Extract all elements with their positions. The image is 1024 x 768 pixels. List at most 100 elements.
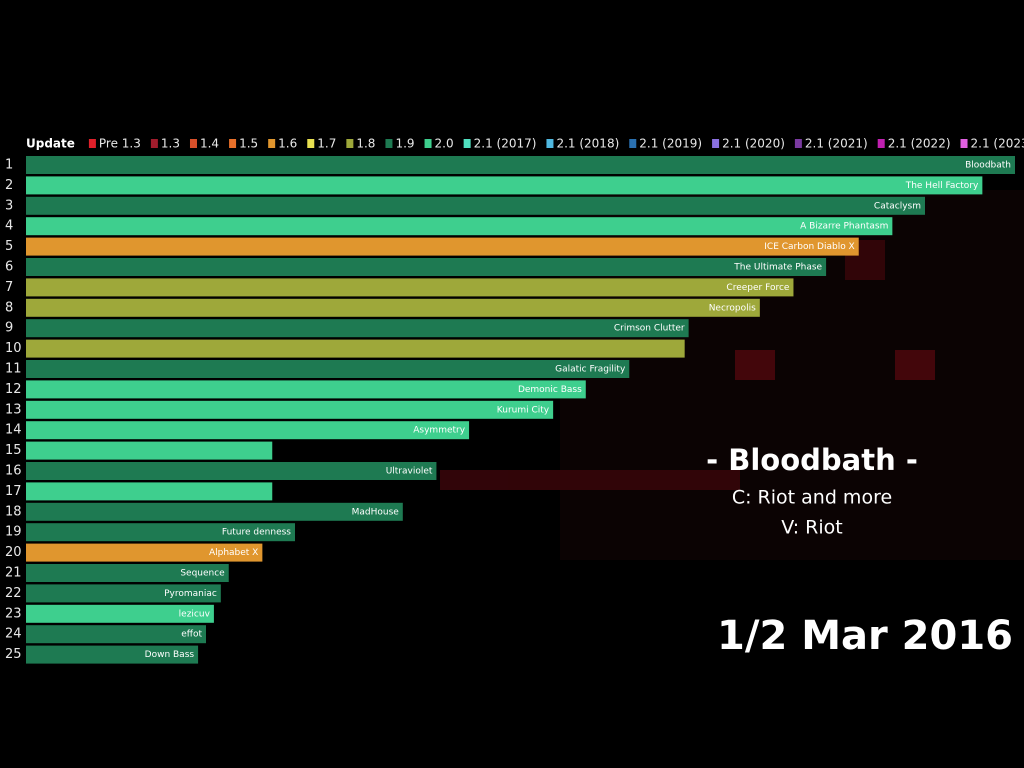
legend-swatch	[385, 139, 393, 148]
legend-swatch	[546, 139, 554, 148]
legend-swatch	[268, 139, 276, 148]
legend-swatch	[960, 139, 968, 148]
bar	[26, 339, 685, 358]
bar-label: Pyromaniac	[164, 589, 217, 599]
bar-label: Galatic Fragility	[555, 365, 626, 375]
rank-label: 9	[5, 321, 13, 336]
bar	[26, 360, 630, 378]
bar-label: Creeper Force	[726, 283, 789, 293]
rank-label: 20	[5, 545, 22, 560]
bar-label: Crimson Clutter	[614, 324, 685, 334]
rank-label: 2	[5, 178, 13, 193]
bar	[26, 156, 1015, 174]
legend-label: 1.5	[239, 137, 258, 151]
bar-label: Necropolis	[709, 303, 756, 313]
legend-swatch	[424, 139, 432, 148]
annotation-title: - Bloodbath -	[706, 443, 918, 477]
rank-label: 19	[5, 525, 22, 540]
bar	[26, 462, 437, 480]
legend-swatch	[150, 139, 158, 148]
bar	[26, 319, 689, 338]
legend-label: 1.4	[200, 137, 219, 151]
rank-label: 10	[5, 341, 22, 356]
bar-label: Demonic Bass	[518, 385, 582, 395]
legend-swatch	[307, 139, 315, 148]
rank-label: 4	[5, 219, 13, 234]
bar-label: Future denness	[222, 528, 291, 538]
legend-label: 2.1 (2018)	[556, 137, 619, 151]
bar	[26, 645, 199, 664]
rank-label: 12	[5, 382, 22, 397]
bar-label: Sequence	[180, 569, 225, 579]
rank-label: 13	[5, 402, 22, 417]
bar	[26, 196, 926, 215]
legend-swatch	[346, 139, 354, 148]
rank-label: 18	[5, 504, 22, 519]
legend-label: 2.1 (2020)	[722, 137, 785, 151]
bar-label: Alphabet X	[209, 548, 258, 558]
legend-label: 2.1 (2023)	[971, 137, 1024, 151]
bar-label: Kurumi City	[497, 405, 550, 415]
legend-label: 2.0	[435, 137, 454, 151]
bar	[26, 482, 273, 501]
bar	[26, 421, 470, 440]
rank-label: 22	[5, 586, 22, 601]
date-label: 1/2 Mar 2016	[717, 613, 1013, 659]
rank-label: 17	[5, 484, 22, 499]
bar	[26, 298, 760, 317]
bar	[26, 258, 827, 276]
bar	[26, 278, 794, 297]
legend-swatch	[463, 139, 471, 148]
legend-label: 1.3	[161, 137, 180, 151]
bar-label: The Ultimate Phase	[733, 263, 822, 273]
bar-label: The Hell Factory	[905, 181, 979, 191]
bar	[26, 400, 554, 419]
rank-label: 25	[5, 647, 22, 662]
rank-label: 24	[5, 627, 22, 642]
bar-label: MadHouse	[352, 507, 400, 517]
bar	[26, 584, 221, 603]
legend-label: 1.7	[317, 137, 336, 151]
legend-swatch	[877, 139, 885, 148]
rank-label: 23	[5, 606, 22, 621]
bar	[26, 523, 296, 542]
legend-label: 1.8	[356, 137, 375, 151]
bar-label: Asymmetry	[413, 426, 465, 436]
annotation: C: Riot and more V: Riot	[732, 487, 892, 539]
rank-label: 14	[5, 423, 22, 438]
bar	[26, 625, 206, 644]
legend-label: 1.9	[395, 137, 414, 151]
bar	[26, 604, 214, 623]
legend-swatch	[794, 139, 802, 148]
bar	[26, 380, 586, 399]
bars: 1 Bloodbath 2 The Hell Factory 3 Cataclysm 4 A …	[5, 156, 1015, 664]
legend-label: 1.6	[278, 137, 297, 151]
bar	[26, 176, 983, 195]
annotation-line: C: Riot and more	[732, 487, 892, 509]
bar	[26, 217, 893, 236]
legend-swatch	[229, 139, 237, 148]
rank-label: 5	[5, 239, 13, 254]
bar	[26, 441, 273, 460]
rank-label: 16	[5, 464, 22, 479]
legend-label: 2.1 (2022)	[888, 137, 951, 151]
bar-label: effot	[181, 630, 202, 640]
rank-label: 15	[5, 443, 22, 458]
legend-swatch	[629, 139, 637, 148]
rank-label: 21	[5, 566, 22, 581]
rank-label: 7	[5, 280, 13, 295]
bar-label: A Bizarre Phantasm	[800, 222, 888, 232]
legend-label: 2.1 (2017)	[474, 137, 537, 151]
bar-label: lezicuv	[179, 609, 211, 619]
bar	[26, 564, 229, 582]
rank-label: 6	[5, 260, 13, 275]
rank-label: 3	[5, 198, 13, 213]
bar	[26, 237, 859, 256]
legend-title: Update	[26, 137, 75, 151]
rank-label: 8	[5, 300, 13, 315]
legend-swatch	[712, 139, 720, 148]
legend-label: Pre 1.3	[99, 137, 141, 151]
bar	[26, 543, 263, 562]
